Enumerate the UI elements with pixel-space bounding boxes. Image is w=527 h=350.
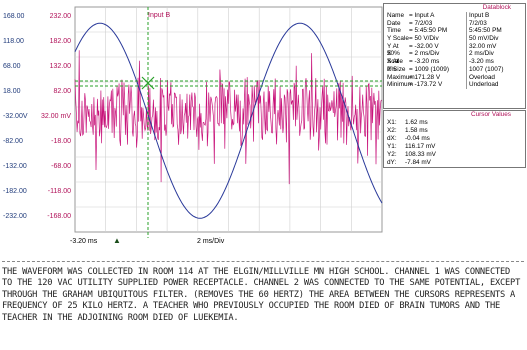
y-label-a: -232.00 [3,213,27,220]
datablock-value-b: 50 mV/Div [469,35,499,43]
y-label-b: -68.00 [51,163,71,170]
y-label-a: 118.00 [3,38,24,45]
datablock-value-a: = -32.00 V [409,42,467,51]
y-label-a: -32.00V [3,113,28,120]
y-label-a: 68.00 [3,63,21,70]
cursor-key: Y1: [387,143,397,150]
datablock-field-name: Y At 50% [387,42,400,58]
datablock-value-b: 7/2/03 [469,19,487,27]
x-scale-label: 2 ms/Div [197,238,225,245]
cursor-crosshair-icon [141,76,155,90]
datablock-title: Datablock [482,4,511,11]
datablock-value-b: 1007 (1007) [469,65,504,73]
datablock-row: Y At 50% = -32.00 V 32.00 mV [384,42,525,58]
datablock-field-name: X At 0% [387,58,399,73]
datablock-row: Y Scale = 50 V/Div 50 mV/Div [384,35,525,43]
datablock-value-a: = 50 V/Div [409,35,467,43]
datablock-row: X Size = 1009 (1009) 1007 (1007) [384,65,525,74]
cursor-value: 1.58 ms [405,127,428,134]
cursor-key: X1: [387,119,397,126]
cursor-value-row: X1: 1.62 ms [384,119,525,127]
cursor-marker[interactable]: ▲ [113,236,121,245]
datablock-field-name: Minimum [387,81,413,89]
datablock-value-b: 2 ms/Div [469,50,494,58]
y-label-b: 82.00 [53,88,71,95]
cursor-value-row: Y2: 108.33 mV [384,151,525,159]
y-label-a: 168.00 [3,13,25,20]
datablock-value-a: = Input A [409,12,467,20]
datablock-value-a: = 171.28 V [409,73,467,82]
y-label-a: 18.00 [3,88,21,95]
y-label-a: -182.00 [3,188,27,195]
datablock-panel: Datablock Name = Input A Input B Date = 7/2/… [383,3,526,109]
trace-channel-b [74,50,382,185]
datablock-row: Maximum = 171.28 V Overload [384,73,525,82]
y-label-b: 132.00 [49,63,71,70]
cursor-value: -7.84 mV [405,159,431,166]
datablock-value-b: -3.20 ms [469,58,494,66]
cursor-value: -0.04 ms [405,135,430,142]
datablock-field-name: Name [387,12,405,19]
y-label-b: -18.00 [51,138,71,145]
cursor-key: X2: [387,127,397,134]
datablock-row: X Scale = 2 ms/Div 2 ms/Div [384,50,525,66]
datablock-row: Time = 5:45:50 PM 5:45:50 PM [384,27,525,36]
datablock-value-a: = 5:45:50 PM [409,27,467,36]
datablock-value-b: Underload [469,81,499,89]
cursor-value-row: X2: 1.58 ms [384,127,525,135]
y-label-b: -168.00 [47,213,71,220]
cursor-value-row: dX: -0.04 ms [384,135,525,143]
cursor-value: 116.17 mV [405,143,436,150]
datablock-value-a: = 1009 (1009) [409,65,467,74]
datablock-value-a: = 7/2/03 [409,19,467,28]
cursor-value: 108.33 mV [405,151,436,158]
datablock-value-b: 32.00 mV [469,42,497,50]
trace-channel-a [74,22,383,219]
datablock-row: Date = 7/2/03 7/2/03 [384,19,525,28]
y-label-b: 232.00 [49,13,71,20]
cursor-values-panel: Cursor Values X1: 1.62 ms X2: 1.58 ms dX: -0.… [383,110,526,168]
y-label-a: -132.00 [3,163,27,170]
datablock-field-name: X Scale [387,50,403,66]
cursor-key: dX: [387,135,397,142]
waveform-plot [74,6,383,238]
cursor-key: Y2: [387,151,397,158]
cursor-value: 1.62 ms [405,119,428,126]
datablock-value-a: = -173.72 V [409,81,467,89]
datablock-field-name: Y Scale [387,35,409,43]
datablock-value-b: Input B [469,12,490,19]
oscilloscope-view: 168.00 118.00 68.00 18.00 -32.00V -82.00 -132.… [3,6,383,245]
datablock-field-name: Date [387,19,401,27]
cursor-key: dY: [387,159,397,166]
datablock-field-name: Time [387,27,401,35]
cursor-value-row: Y1: 116.17 mV [384,143,525,151]
cursor-values-title: Cursor Values [470,111,511,118]
datablock-value-a: = -3.20 ms [409,58,467,66]
x-start-label: -3.20 ms [70,238,98,245]
cursor-value-row: dY: -7.84 mV [384,159,525,167]
datablock-row: Name = Input A Input B [384,12,525,20]
datablock-value-b: Overload [469,73,495,81]
channel-title: Input B [148,12,171,19]
datablock-row: X At 0% = -3.20 ms -3.20 ms [384,58,525,73]
y-label-a: -82.00 [3,138,23,145]
datablock-row: Minimum = -173.72 V Underload [384,81,525,89]
datablock-field-name: X Size [387,65,406,73]
datablock-value-a: = 2 ms/Div [409,50,467,59]
datablock-value-b: 5:45:50 PM [469,27,502,35]
y-label-b: -118.00 [47,188,71,195]
datablock-field-name: Maximum [387,73,415,81]
y-label-b: 32.00 mV [41,113,71,120]
notes-text: THE WAVEFORM WAS COLLECTED IN ROOM 114 A… [2,261,524,324]
y-label-b: 182.00 [49,38,71,45]
